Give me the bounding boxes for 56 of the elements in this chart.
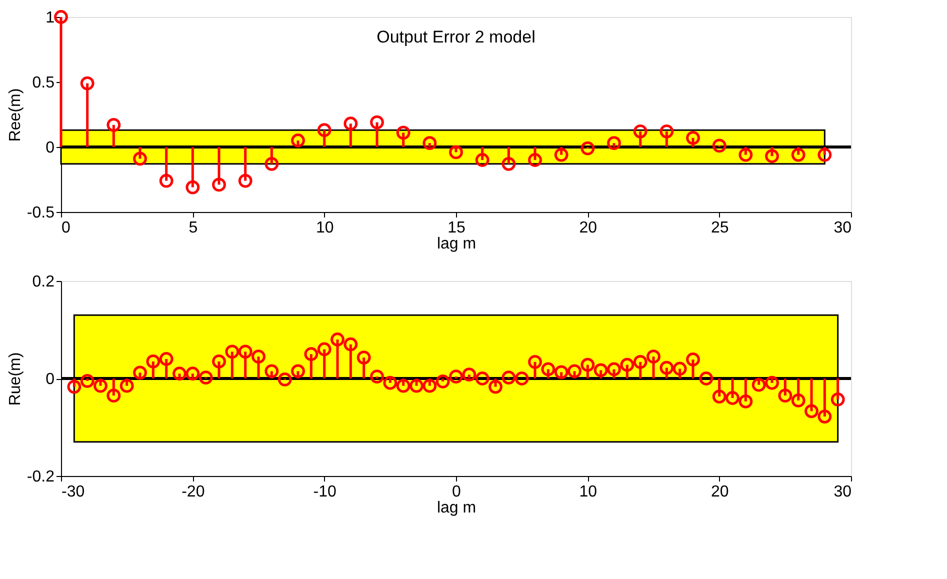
x-tick-label: 20: [710, 484, 729, 500]
point: [422, 136, 437, 150]
x-tick-label: -20: [182, 484, 205, 500]
y-tick-label: 0: [46, 371, 55, 388]
x-tick-label: 0: [62, 220, 70, 236]
point: [712, 138, 726, 153]
point: [554, 148, 568, 162]
point: [264, 156, 279, 171]
y-tick-label: 0.5: [32, 74, 55, 92]
x-tick-label: -30: [62, 484, 85, 500]
point: [633, 124, 648, 138]
y-tick-label: -0.5: [26, 204, 55, 222]
x-axis-title: lag m: [436, 236, 476, 252]
y-axis-title: Ree(m): [6, 88, 24, 142]
x-tick-label: 20: [579, 220, 598, 236]
x-tick-label: 30: [834, 484, 852, 500]
point: [475, 153, 490, 167]
point: [686, 130, 700, 145]
point: [54, 10, 68, 24]
point: [159, 174, 174, 188]
point: [396, 126, 410, 140]
x-tick-label: 25: [710, 220, 729, 236]
x-tick-label: 5: [188, 220, 198, 236]
y-tick-label: 0: [46, 140, 55, 156]
point: [607, 136, 621, 150]
x-tick-label: 10: [316, 220, 334, 236]
y-axis-title: Rue(m): [6, 352, 24, 406]
y-tick-label: 0.2: [32, 274, 55, 290]
point: [660, 124, 674, 138]
point: [791, 148, 806, 162]
y-tick-label: -0.2: [26, 468, 55, 486]
point: [291, 134, 305, 148]
x-axis-title: lag m: [436, 500, 476, 516]
x-tick-label: 15: [448, 220, 466, 236]
text: Output Error 2 model: [376, 27, 536, 46]
point: [449, 145, 463, 160]
x-tick-label: 10: [579, 484, 598, 500]
point: [580, 141, 595, 156]
point: [344, 116, 358, 131]
point: [80, 76, 94, 90]
point: [106, 118, 121, 132]
point: [212, 178, 226, 192]
x-tick-label: -10: [313, 484, 336, 500]
point: [528, 153, 542, 167]
point: [238, 174, 252, 188]
x-tick-label: 30: [834, 220, 852, 236]
point: [765, 149, 779, 164]
point: [370, 115, 384, 130]
x-tick-label: 0: [452, 484, 462, 500]
point: [738, 148, 753, 162]
point: [186, 180, 200, 194]
point: [502, 156, 516, 171]
point: [133, 152, 147, 166]
point: [317, 123, 332, 138]
point: [818, 148, 832, 162]
y-tick-label: 1: [46, 10, 55, 26]
